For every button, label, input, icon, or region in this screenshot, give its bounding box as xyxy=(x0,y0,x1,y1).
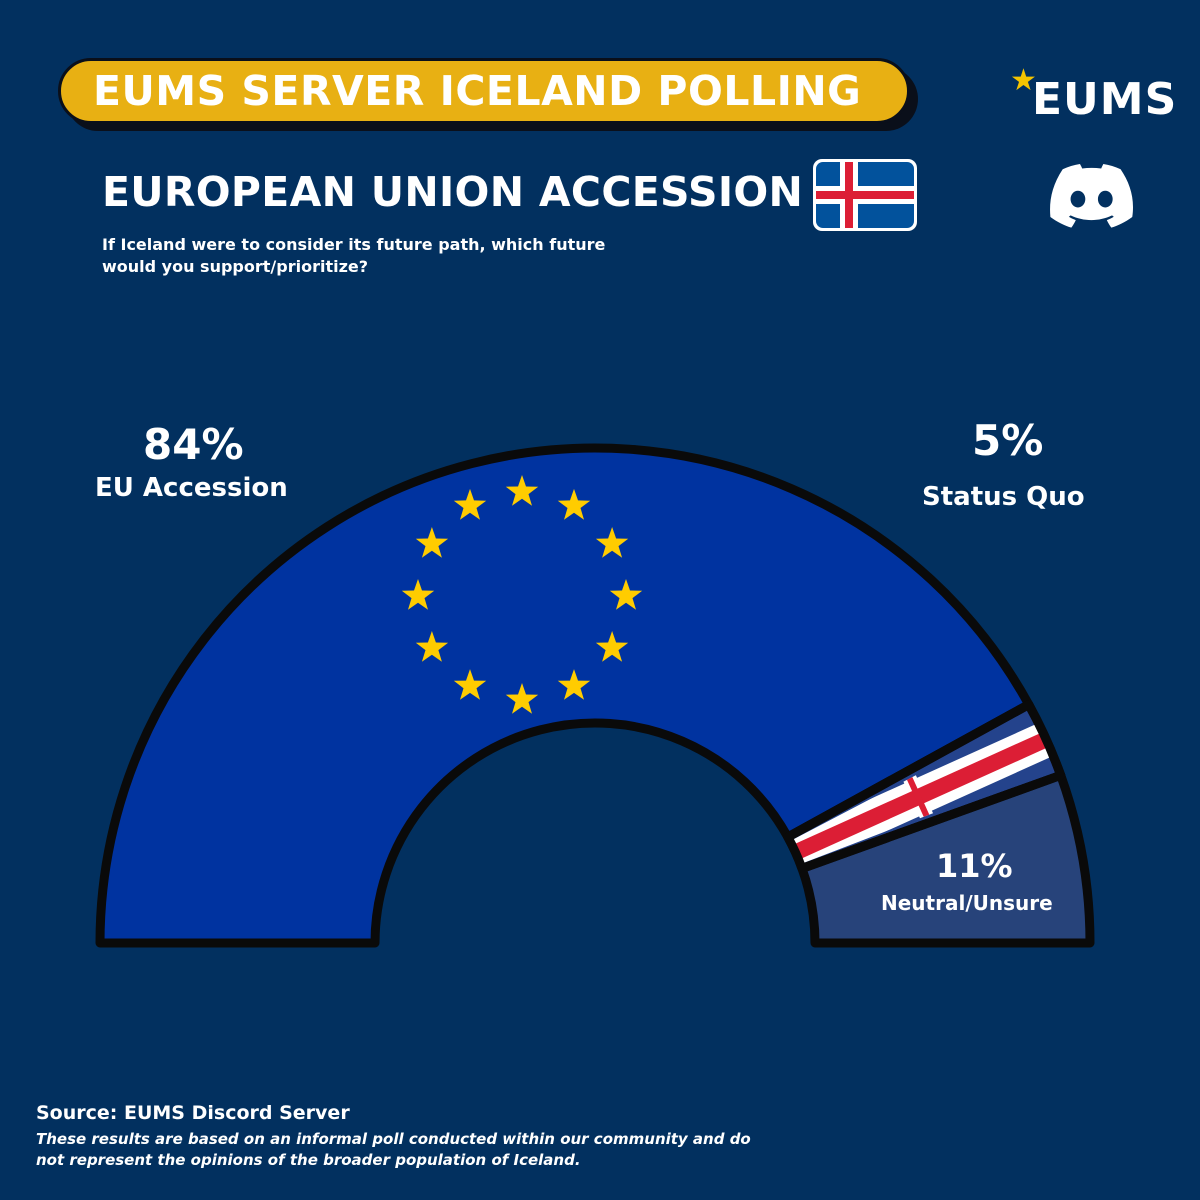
eums-logo: ★ EUMS xyxy=(1010,63,1176,130)
eu-star-icon xyxy=(415,631,449,662)
slice-eu-accession xyxy=(95,443,1034,948)
eu-accession-label: EU Accession xyxy=(95,473,288,503)
status-quo-percent: 5% xyxy=(972,416,1044,465)
eu-star-icon xyxy=(505,683,539,714)
page-subtitle: EUROPEAN UNION ACCESSION xyxy=(102,168,804,216)
eu-star-icon xyxy=(557,669,591,700)
eu-star-icon xyxy=(453,488,487,520)
logo-text: EUMS xyxy=(1032,74,1178,125)
source-line: Source: EUMS Discord Server xyxy=(36,1102,350,1124)
neutral-percent: 11% xyxy=(936,847,1013,885)
eu-star-icon xyxy=(595,631,629,662)
banner-title: EUMS SERVER ICELAND POLLING xyxy=(93,67,862,115)
eu-star-icon xyxy=(595,527,629,558)
eu-star-icon xyxy=(401,579,435,610)
eu-star-icon xyxy=(505,475,539,506)
status-quo-label: Status Quo xyxy=(922,482,1085,512)
title-banner: EUMS SERVER ICELAND POLLING xyxy=(58,58,910,124)
eu-star-icon xyxy=(609,579,643,610)
disclaimer-note: These results are based on an informal p… xyxy=(36,1130,751,1169)
eu-star-icon xyxy=(557,488,591,520)
eu-accession-percent: 84% xyxy=(143,420,244,469)
slice-neutral-unsure xyxy=(797,770,1095,948)
eu-star-icon xyxy=(415,527,449,558)
discord-icon[interactable] xyxy=(1050,164,1136,228)
poll-question: If Iceland were to consider its future p… xyxy=(102,235,606,276)
eu-star-icon xyxy=(453,669,487,700)
star-icon: ★ xyxy=(1010,63,1037,98)
neutral-label: Neutral/Unsure xyxy=(881,891,1053,915)
slice-status-quo-outline xyxy=(783,700,1066,873)
iceland-flag-badge xyxy=(813,159,917,231)
